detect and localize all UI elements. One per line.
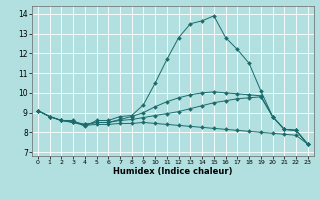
X-axis label: Humidex (Indice chaleur): Humidex (Indice chaleur) (113, 167, 233, 176)
